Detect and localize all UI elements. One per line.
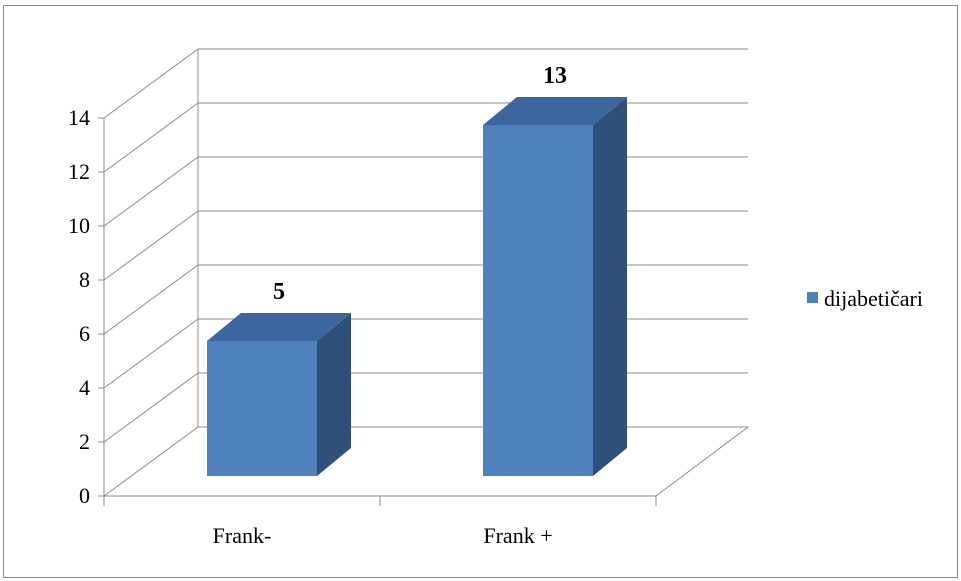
gridline-side — [103, 48, 199, 119]
bar-0 — [207, 341, 317, 476]
bars — [207, 97, 627, 476]
axes — [98, 117, 657, 506]
y-tick-label: 2 — [79, 429, 90, 454]
data-label-0: 5 — [273, 279, 285, 305]
category-label-0: Frank- — [213, 523, 272, 548]
gridline-side — [103, 318, 199, 389]
gridline-side — [103, 372, 199, 443]
gridline-side — [103, 156, 199, 227]
bar-top-1 — [483, 97, 627, 125]
labels: 0 2 4 6 8 10 12 14 5 Frank- 13 Frank + — [68, 63, 567, 548]
bar-top-0 — [207, 313, 351, 341]
bar-1 — [483, 125, 593, 476]
bar-side-1 — [593, 97, 627, 476]
y-tick-label: 12 — [68, 159, 90, 184]
y-tick-label: 8 — [79, 267, 90, 292]
legend: dijabetičari — [807, 286, 923, 311]
gridline-side — [103, 102, 199, 173]
gridline-side — [103, 264, 199, 335]
gridline-side — [103, 210, 199, 281]
y-tick-label: 6 — [79, 321, 90, 346]
bar-side-0 — [317, 313, 351, 476]
y-tick-label: 10 — [68, 213, 90, 238]
legend-label-dijabeticari: dijabetičari — [824, 286, 923, 311]
y-tick-label: 14 — [68, 105, 90, 130]
category-label-1: Frank + — [483, 523, 552, 548]
data-label-1: 13 — [543, 63, 567, 89]
grid-lines — [103, 48, 750, 497]
y-tick-label: 4 — [79, 375, 90, 400]
legend-swatch-dijabeticari — [807, 292, 818, 303]
y-tick-label: 0 — [79, 483, 90, 508]
floor-outline — [103, 426, 750, 497]
